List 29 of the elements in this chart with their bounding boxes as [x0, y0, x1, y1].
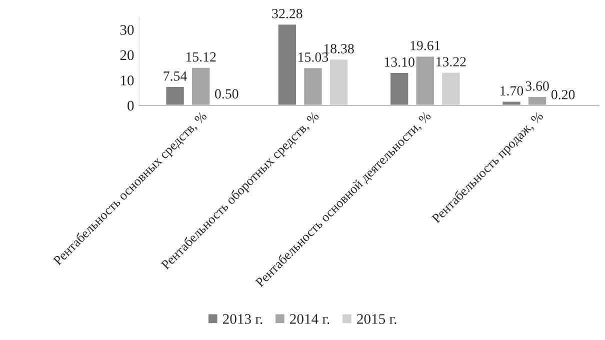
data-label: 0.50	[215, 89, 238, 99]
bar	[440, 71, 462, 106]
bar	[164, 86, 186, 106]
bar	[527, 96, 548, 106]
y-tick-label: 20	[120, 50, 134, 60]
bar	[328, 58, 349, 106]
bar	[276, 23, 298, 106]
bar	[190, 66, 212, 106]
bar	[302, 66, 324, 106]
bar	[389, 72, 410, 106]
y-tick-label: 30	[120, 24, 134, 35]
y-tick-label: 0	[128, 100, 134, 111]
legend-label: 2014 г.	[290, 314, 330, 324]
data-label: 19.61	[410, 40, 440, 50]
bar	[501, 100, 522, 106]
data-label: 7.54	[164, 71, 187, 81]
data-label: 18.38	[324, 44, 354, 54]
data-label: 15.12	[186, 52, 216, 62]
data-label: 13.10	[384, 57, 414, 67]
y-tick-label: 10	[120, 76, 134, 86]
data-label: 32.28	[272, 8, 302, 18]
data-label: 0.20	[551, 90, 575, 100]
legend-label: 2015 г.	[357, 314, 396, 324]
data-label: 1.70	[500, 86, 524, 96]
data-label: 13.22	[436, 57, 466, 66]
bar	[414, 55, 436, 106]
data-label: 3.60	[526, 81, 549, 91]
data-label: 15.03	[298, 52, 328, 62]
legend-label: 2013 г.	[222, 314, 262, 324]
